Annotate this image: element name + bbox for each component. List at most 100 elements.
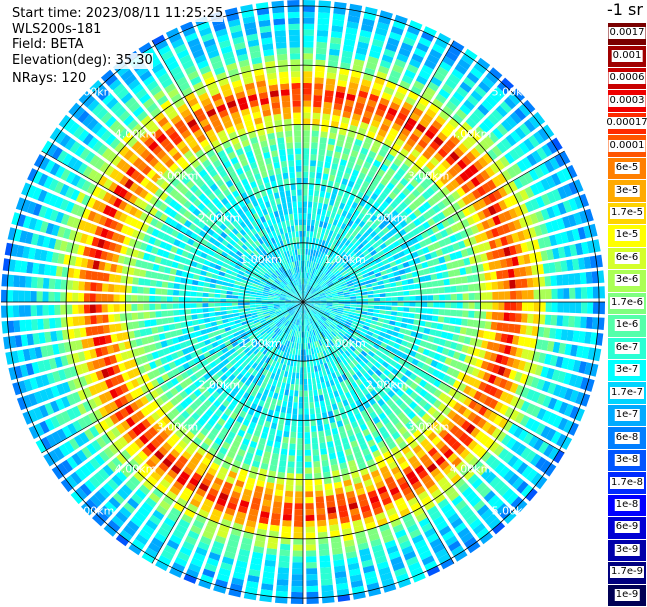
range-bin	[441, 83, 454, 95]
range-bin	[83, 304, 91, 314]
range-bin	[304, 300, 309, 302]
range-bin	[355, 307, 362, 311]
range-bin	[449, 425, 460, 435]
range-bin	[351, 230, 359, 237]
range-bin	[322, 369, 327, 377]
range-bin	[310, 288, 315, 294]
range-bin	[572, 359, 581, 373]
range-bin	[304, 303, 308, 307]
range-bin	[325, 291, 331, 295]
range-bin	[324, 95, 333, 103]
range-bin	[404, 216, 413, 225]
range-bin	[317, 519, 327, 527]
range-bin	[423, 382, 433, 391]
range-bin	[18, 290, 25, 302]
range-bin	[211, 273, 219, 279]
range-bin	[368, 327, 375, 333]
range-bin	[314, 353, 319, 360]
range-bin	[403, 173, 413, 182]
range-bin	[204, 322, 212, 329]
range-bin	[336, 289, 343, 293]
range-bin	[317, 352, 322, 359]
range-bin	[309, 279, 313, 286]
range-bin	[437, 32, 451, 44]
range-bin	[6, 305, 14, 318]
range-bin	[290, 360, 294, 367]
range-bin	[378, 265, 386, 272]
range-bin	[503, 280, 510, 290]
range-bin	[327, 327, 333, 333]
range-bin	[243, 296, 250, 300]
range-bin	[166, 303, 173, 310]
range-bin	[371, 373, 379, 381]
range-bin	[459, 327, 467, 335]
range-bin	[379, 293, 386, 297]
range-bin	[196, 297, 203, 302]
range-bin	[336, 420, 344, 428]
range-bin	[451, 68, 464, 80]
range-bin	[320, 297, 327, 299]
range-bin	[193, 325, 200, 332]
range-bin	[330, 266, 337, 273]
range-bin	[416, 449, 426, 459]
range-bin	[278, 375, 284, 383]
range-bin	[578, 361, 587, 374]
range-bin	[108, 314, 115, 323]
range-bin	[384, 315, 391, 320]
range-bin	[293, 538, 303, 545]
range-bin	[326, 149, 334, 157]
range-bin	[381, 431, 391, 440]
range-bin	[558, 401, 569, 415]
range-bin	[355, 225, 362, 233]
range-bin	[351, 237, 358, 245]
range-bin	[453, 268, 461, 277]
range-bin	[237, 302, 244, 306]
range-bin	[323, 362, 329, 370]
range-bin	[305, 248, 308, 255]
range-bin	[139, 328, 147, 337]
range-bin	[316, 214, 321, 221]
range-bin	[378, 149, 388, 158]
range-bin	[337, 291, 344, 295]
range-bin	[232, 288, 240, 292]
range-bin	[397, 132, 408, 142]
range-bin	[350, 119, 360, 127]
range-bin	[436, 323, 444, 330]
range-bin	[330, 397, 336, 405]
range-bin	[423, 458, 434, 469]
range-bin	[308, 279, 312, 286]
range-bin	[392, 187, 401, 196]
range-bin	[368, 302, 375, 305]
range-bin	[343, 310, 350, 314]
range-bin	[393, 270, 400, 277]
range-bin	[385, 356, 393, 364]
range-bin	[332, 298, 339, 301]
range-bin	[386, 398, 395, 407]
range-bin	[402, 486, 413, 496]
range-bin	[354, 240, 361, 247]
range-bin	[360, 166, 369, 175]
range-bin	[307, 293, 312, 298]
range-bin	[340, 467, 349, 476]
range-bin	[161, 288, 168, 295]
range-bin	[562, 315, 570, 327]
range-bin	[132, 277, 139, 285]
range-bin	[354, 313, 361, 317]
range-bin	[303, 284, 305, 291]
range-bin	[450, 341, 458, 350]
range-bin	[342, 399, 349, 407]
range-bin	[480, 302, 487, 310]
range-bin	[403, 158, 414, 168]
range-bin	[125, 304, 132, 312]
range-bin	[335, 383, 342, 390]
range-bin	[172, 289, 180, 296]
range-bin	[363, 516, 375, 525]
range-bin	[411, 480, 423, 491]
range-bin	[315, 256, 320, 264]
range-bin	[323, 477, 332, 485]
range-bin	[549, 328, 557, 339]
range-bin	[541, 410, 552, 423]
range-bin	[574, 375, 584, 389]
range-bin	[439, 525, 452, 537]
range-bin	[173, 310, 180, 316]
